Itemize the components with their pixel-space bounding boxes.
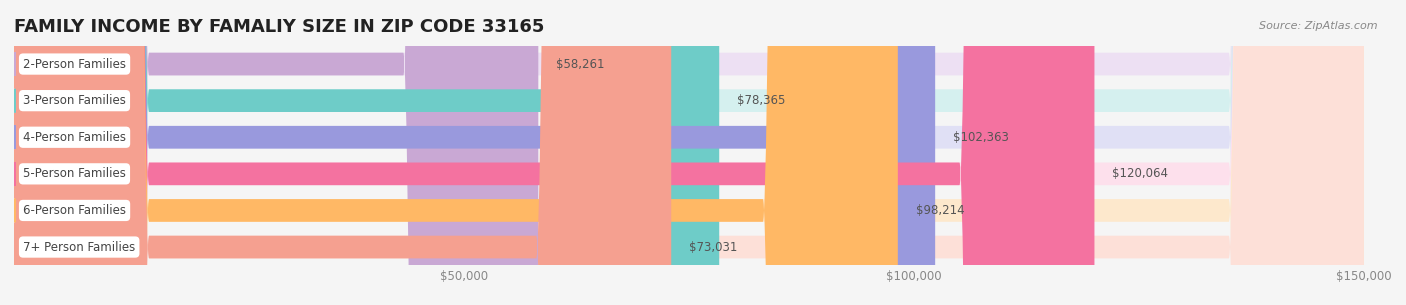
FancyBboxPatch shape	[14, 0, 671, 305]
FancyBboxPatch shape	[14, 0, 538, 305]
Text: $98,214: $98,214	[915, 204, 965, 217]
Text: $73,031: $73,031	[689, 241, 738, 253]
Text: 7+ Person Families: 7+ Person Families	[22, 241, 135, 253]
FancyBboxPatch shape	[14, 0, 935, 305]
Text: $120,064: $120,064	[1112, 167, 1168, 180]
FancyBboxPatch shape	[14, 0, 720, 305]
FancyBboxPatch shape	[14, 0, 1364, 305]
FancyBboxPatch shape	[14, 0, 1364, 305]
Text: 6-Person Families: 6-Person Families	[22, 204, 127, 217]
FancyBboxPatch shape	[14, 0, 1364, 305]
Text: $102,363: $102,363	[953, 131, 1010, 144]
Text: FAMILY INCOME BY FAMALIY SIZE IN ZIP CODE 33165: FAMILY INCOME BY FAMALIY SIZE IN ZIP COD…	[14, 18, 544, 36]
FancyBboxPatch shape	[14, 0, 1364, 305]
FancyBboxPatch shape	[14, 0, 1094, 305]
FancyBboxPatch shape	[14, 0, 898, 305]
Text: $58,261: $58,261	[557, 58, 605, 70]
Text: 5-Person Families: 5-Person Families	[22, 167, 127, 180]
Text: Source: ZipAtlas.com: Source: ZipAtlas.com	[1260, 21, 1378, 31]
FancyBboxPatch shape	[14, 0, 1364, 305]
Text: $78,365: $78,365	[737, 94, 786, 107]
Text: 3-Person Families: 3-Person Families	[22, 94, 127, 107]
Text: 2-Person Families: 2-Person Families	[22, 58, 127, 70]
FancyBboxPatch shape	[14, 0, 1364, 305]
Text: 4-Person Families: 4-Person Families	[22, 131, 127, 144]
